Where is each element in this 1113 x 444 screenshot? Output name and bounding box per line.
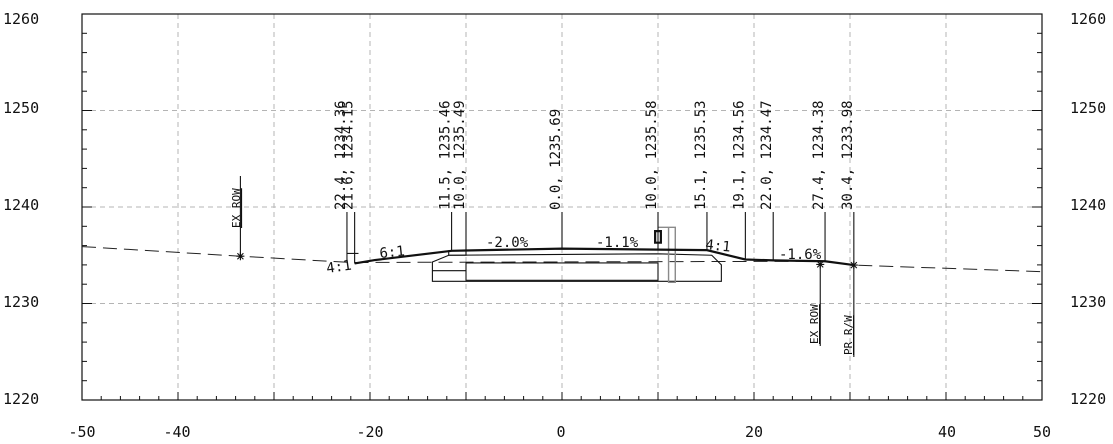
grid-lines (82, 14, 1042, 400)
x-label-40: 40 (938, 423, 956, 441)
existing-ground-line (81, 246, 1043, 273)
pr-rw-right-label: PR R/W (842, 315, 855, 355)
barrier-cap (654, 230, 662, 244)
callout-label: 22.0, 1234.47 (759, 100, 775, 210)
x-axis-labels: -50 -40 -20 0 20 40 50 (68, 423, 1051, 441)
callout-label: 22.4, 1234.36 (333, 100, 349, 210)
pavement-outline (431, 253, 722, 282)
callout-label: 15.1, 1235.53 (693, 100, 709, 210)
callout-label: 0.0, 1235.69 (548, 109, 564, 210)
callout-label: 11.5, 1235.46 (438, 100, 454, 210)
existing-ground (81, 246, 1043, 273)
slope-label-right-shoulder: -1.6% (779, 247, 822, 263)
y-label-left-1230: 1230 (3, 293, 39, 311)
y-label-left-1220: 1220 (3, 390, 39, 408)
barrier-post (658, 226, 676, 283)
slope-label-right-fore: 4:1 (705, 237, 732, 256)
x-label-20: 20 (745, 423, 763, 441)
y-label-left-1260: 1260 (3, 10, 39, 28)
y-label-right-1260: 1260 (1070, 10, 1106, 28)
x-label-neg-20: -20 (356, 423, 383, 441)
y-label-right-1230: 1230 (1070, 293, 1106, 311)
callout-label: 27.4, 1234.38 (811, 100, 827, 210)
callout-label: 10.0, 1235.49 (452, 100, 468, 210)
base-course (465, 262, 659, 281)
callout-label: 10.0, 1235.58 (644, 100, 660, 210)
y-axis-labels: 1220 1230 1240 1250 1260 1220 1230 1240 … (3, 10, 1106, 408)
x-label-neg-40: -40 (163, 423, 190, 441)
slope-label-left-back: 4:1 (325, 258, 352, 277)
x-label-0: 0 (556, 423, 565, 441)
slope-label-left-fore: 6:1 (379, 243, 406, 262)
pavement-structure (431, 226, 722, 283)
ex-row-right-label: EX ROW (808, 304, 821, 344)
slope-labels: 4:1 6:1 -2.0% -1.1% 4:1 -1.6% (325, 235, 821, 277)
callout-label: 21.6, 1234.15 (341, 100, 357, 210)
x-label-50: 50 (1033, 423, 1051, 441)
y-label-left-1250: 1250 (3, 99, 39, 117)
slope-label-left-lane: -2.0% (486, 235, 529, 251)
y-label-right-1220: 1220 (1070, 390, 1106, 408)
y-label-left-1240: 1240 (3, 196, 39, 214)
y-label-right-1250: 1250 (1070, 99, 1106, 117)
slope-label-right-lane: -1.1% (596, 235, 639, 251)
row-markers: EX ROW EX ROW PR R/W (230, 176, 858, 357)
x-label-neg-50: -50 (68, 423, 95, 441)
callout-label: 30.4, 1233.98 (840, 100, 856, 210)
y-label-right-1240: 1240 (1070, 196, 1106, 214)
callout-label: 19.1, 1234.56 (731, 100, 747, 210)
ex-row-left-label: EX ROW (230, 188, 243, 228)
axis-ticks (81, 13, 1043, 401)
